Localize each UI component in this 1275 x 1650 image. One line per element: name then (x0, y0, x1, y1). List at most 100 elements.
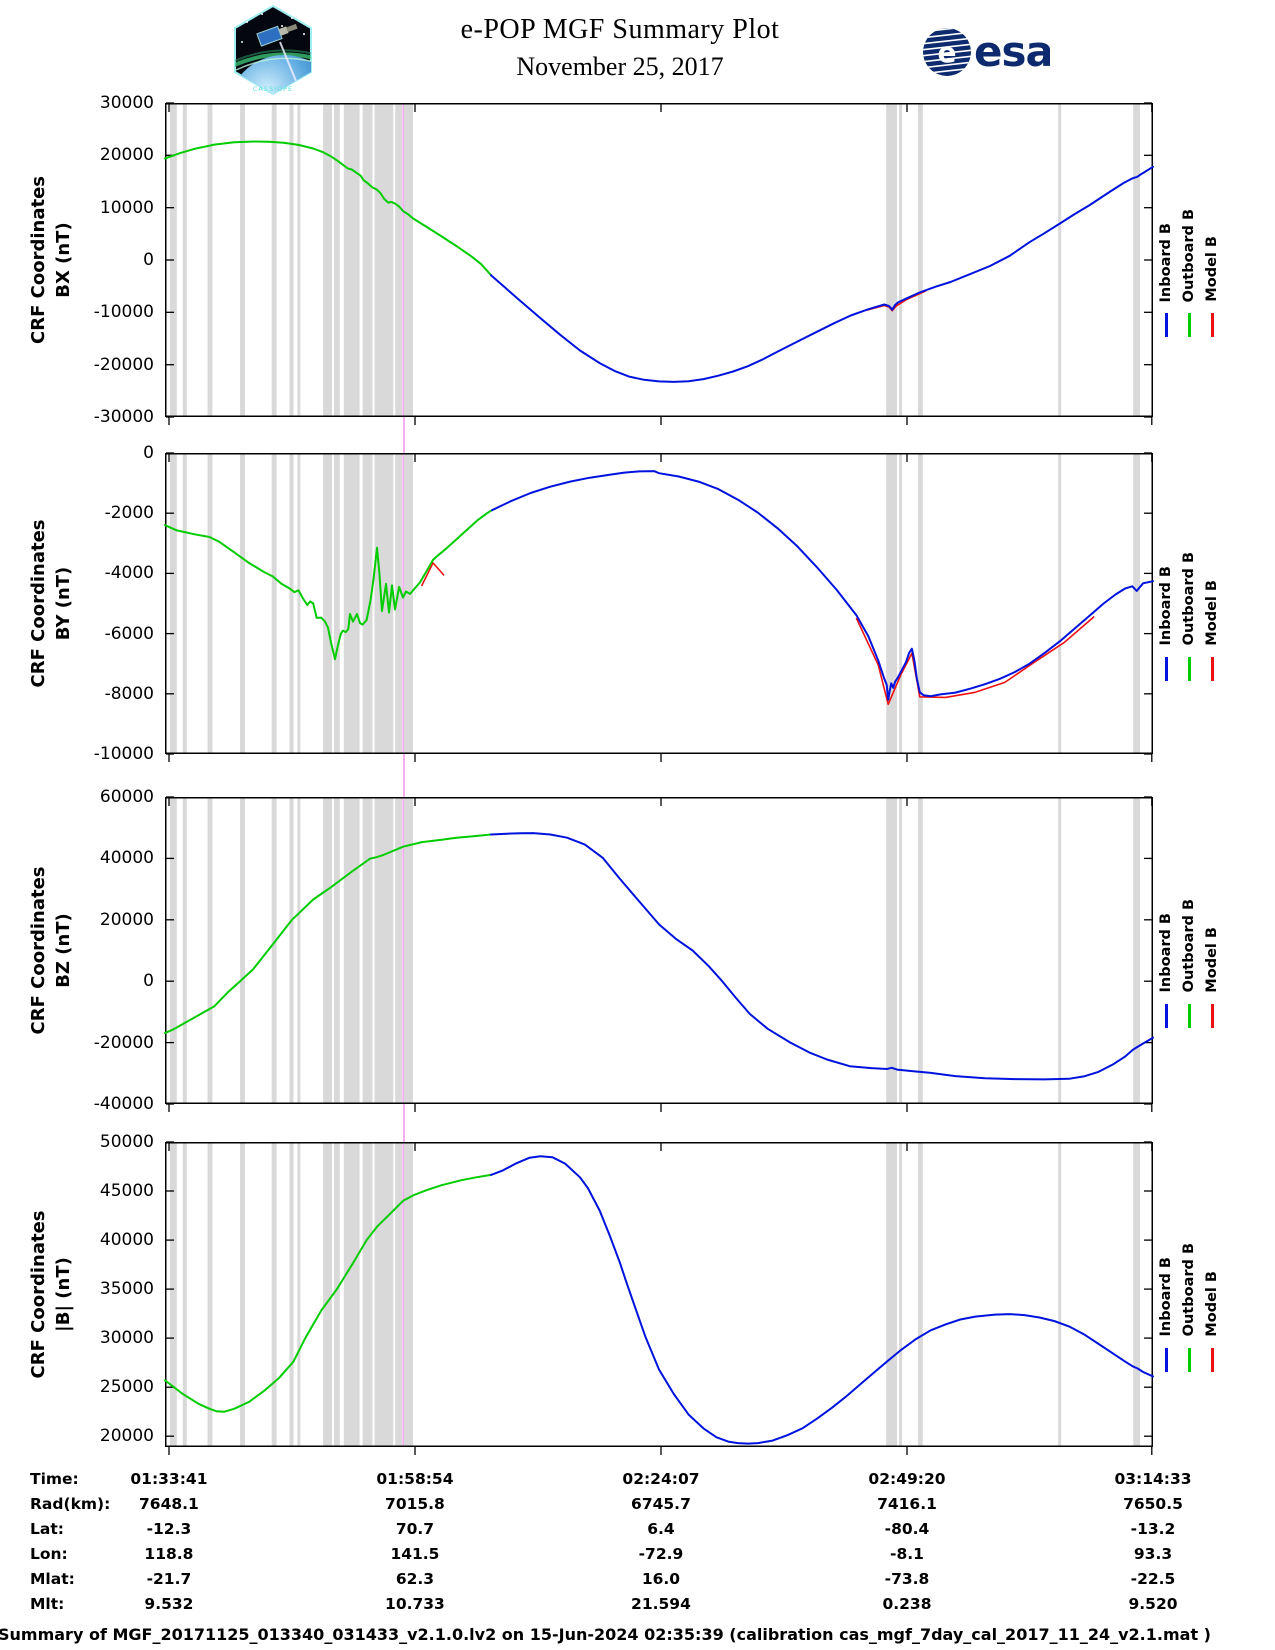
legend-color-dash-inboard (1165, 1003, 1168, 1028)
legend-label: Model B (1204, 1270, 1220, 1337)
y-tick-label: 10000 (99, 197, 154, 218)
data-gap-band (899, 1143, 903, 1446)
table-cell: 93.3 (1133, 1545, 1173, 1563)
y-tick-label: -20000 (93, 354, 154, 375)
data-gap-band (343, 798, 360, 1103)
plot-panel-bx (164, 102, 1154, 425)
y-axis-label-line: BY (nT) (53, 566, 74, 641)
series-inboard-b (490, 832, 1154, 1081)
data-gap-band (343, 104, 360, 416)
data-gap-band (343, 454, 360, 753)
data-gap-band (395, 1143, 403, 1446)
legend-label: Outboard B (1181, 1243, 1197, 1337)
data-gap-band (899, 454, 903, 753)
y-tick-label: 30000 (99, 1328, 154, 1349)
data-gap-band (362, 454, 373, 753)
data-gap-band (289, 454, 294, 753)
table-cell: -73.8 (884, 1570, 930, 1588)
legend-label: Inboard B (1158, 222, 1174, 302)
y-axis-label: CRF Coordinates BY (nT) (26, 453, 82, 754)
page-title: e-POP MGF Summary Plot (460, 14, 780, 45)
table-cell: 6745.7 (631, 1495, 691, 1513)
table-cell: 141.5 (390, 1545, 440, 1563)
table-cell: 7650.5 (1123, 1495, 1183, 1513)
legend-item: Model B (1204, 1142, 1226, 1447)
table-cell: 16.0 (641, 1570, 681, 1588)
esa-logo-text: esa (974, 27, 1050, 76)
table-cell: 7648.1 (139, 1495, 199, 1513)
table-cell: 7416.1 (877, 1495, 937, 1513)
data-gap-band (323, 1143, 332, 1446)
data-gap-band (886, 104, 898, 416)
data-gap-band (207, 1143, 213, 1446)
series-inboard-b (490, 1155, 1154, 1445)
y-axis-label: CRF Coordinates BZ (nT) (26, 797, 82, 1104)
table-cell: -12.3 (146, 1520, 192, 1538)
y-tick-label: 60000 (99, 787, 154, 807)
y-tick-label: 30000 (99, 93, 154, 113)
data-gap-band (182, 104, 187, 416)
legend-item: Inboard B (1158, 797, 1180, 1104)
data-gap-band (1133, 798, 1141, 1103)
y-tick-label: -8000 (104, 683, 154, 704)
y-tick-label: 20000 (99, 145, 154, 166)
data-gap-band (343, 1143, 360, 1446)
data-gap-band (886, 454, 898, 753)
y-axis-label-line: BZ (nT) (53, 913, 74, 988)
data-gap-band (182, 798, 187, 1103)
data-gap-band (323, 104, 332, 416)
table-cell: 03:14:33 (1114, 1470, 1192, 1488)
series-outboard-b (164, 1173, 492, 1413)
table-row: Mlt: 9.532 10.733 21.594 0.238 9.520 (0, 1595, 1275, 1617)
plot-frame (165, 1142, 1153, 1447)
y-tick-label: 40000 (99, 1230, 154, 1251)
data-gap-band (362, 1143, 373, 1446)
table-row-label: Lon: (30, 1545, 68, 1563)
legend-color-dash-inboard (1165, 656, 1168, 681)
data-gap-band (333, 454, 340, 753)
y-tick-label: -20000 (93, 1032, 154, 1053)
table-cell: 21.594 (631, 1595, 691, 1613)
data-gap-band (289, 1143, 294, 1446)
legend-label: Model B (1204, 926, 1220, 993)
y-tick-label: -40000 (93, 1094, 154, 1114)
data-gap-band (917, 104, 923, 416)
footer-text: Summary of MGF_20171125_013340_031433_v2… (0, 1625, 1211, 1644)
table-row-label: Mlt: (30, 1595, 65, 1613)
data-gap-band (207, 798, 213, 1103)
esa-logo-icon: e esa (920, 24, 1054, 84)
legend-color-dash-model (1211, 1347, 1214, 1372)
data-gap-band (240, 454, 245, 753)
table-cell: 10.733 (385, 1595, 445, 1613)
legend-color-dash-outboard (1188, 1003, 1191, 1028)
data-gap-band (404, 798, 413, 1103)
data-gap-band (333, 1143, 340, 1446)
data-gap-band (240, 104, 245, 416)
legend-color-dash-outboard (1188, 1347, 1191, 1372)
table-cell: 0.238 (882, 1595, 932, 1613)
data-gap-band (1058, 104, 1062, 416)
table-cell: -80.4 (884, 1520, 930, 1538)
table-row-label: Time: (30, 1470, 79, 1488)
y-tick-label: -4000 (104, 563, 154, 584)
data-gap-band (395, 104, 403, 416)
table-row: Lat: -12.3 70.7 6.4 -80.4 -13.2 (0, 1520, 1275, 1542)
svg-text:e: e (938, 36, 957, 69)
data-gap-band (169, 798, 177, 1103)
data-gap-band (374, 104, 394, 416)
data-gap-band (207, 104, 213, 416)
legend-color-dash-outboard (1188, 656, 1191, 681)
patch-label: CASSIOPE (253, 85, 293, 93)
table-cell: 9.520 (1128, 1595, 1178, 1613)
data-gap-band (395, 798, 403, 1103)
table-row: Rad(km): 7648.1 7015.8 6745.7 7416.1 7650.5 (0, 1495, 1275, 1517)
y-tick-label: 40000 (99, 848, 154, 869)
data-gap-band (404, 454, 413, 753)
plot-frame (165, 103, 1153, 417)
y-tick-label: -2000 (104, 503, 154, 524)
data-gap-band (374, 798, 394, 1103)
data-gap-band (1133, 104, 1141, 416)
plot-panel-bz (164, 796, 1154, 1112)
table-cell: 01:58:54 (376, 1470, 454, 1488)
